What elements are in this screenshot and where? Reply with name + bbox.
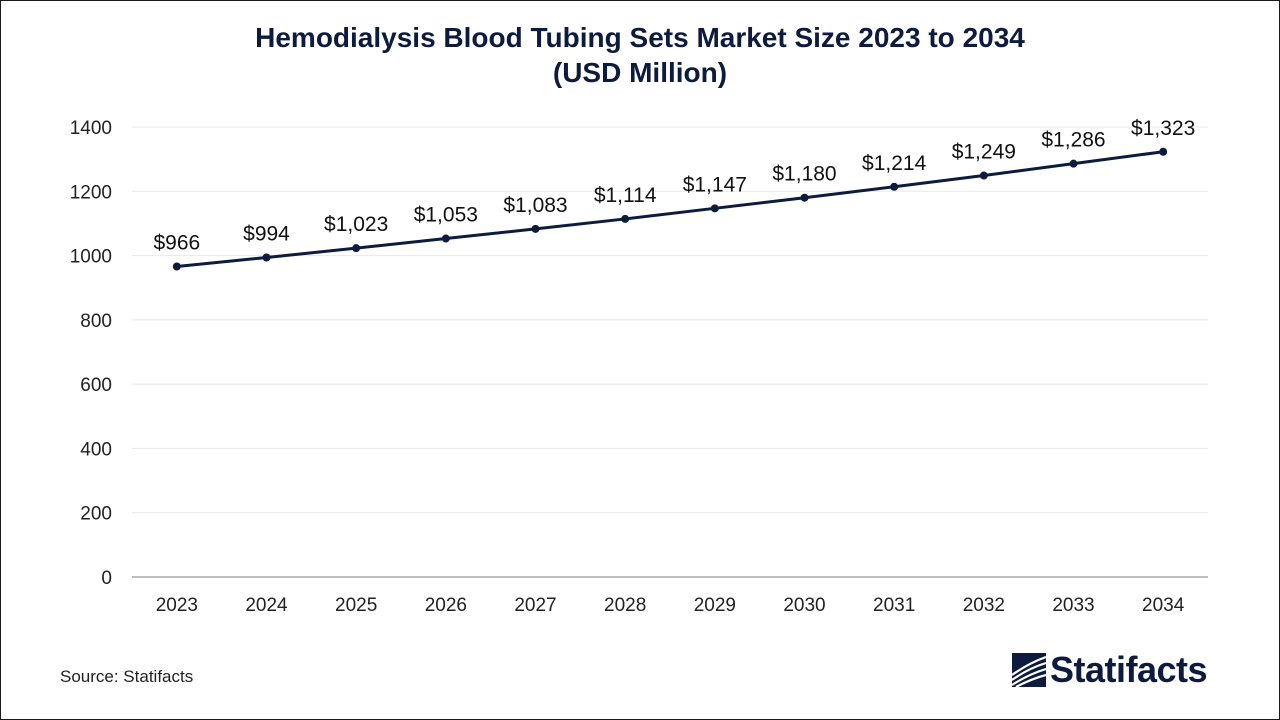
data-label: $1,214 bbox=[862, 152, 927, 175]
x-tick-label: 2030 bbox=[783, 595, 825, 616]
y-tick-label: 400 bbox=[80, 439, 112, 460]
grid-layer bbox=[132, 126, 1208, 578]
data-label: $1,147 bbox=[683, 173, 747, 196]
data-point bbox=[710, 204, 719, 213]
source-note: Source: Statifacts bbox=[60, 667, 194, 686]
x-tick-label: 2027 bbox=[514, 595, 556, 616]
x-tick-label: 2031 bbox=[873, 595, 915, 616]
series-line bbox=[175, 150, 1165, 268]
data-label: $1,114 bbox=[594, 184, 657, 207]
data-point bbox=[352, 244, 361, 253]
data-label: $1,023 bbox=[324, 213, 388, 236]
y-tick-label: 1200 bbox=[70, 182, 112, 203]
statifacts-logo-icon bbox=[1012, 653, 1046, 687]
series-line-layer bbox=[175, 150, 1165, 268]
data-point bbox=[441, 234, 450, 243]
x-tick-label: 2033 bbox=[1052, 595, 1094, 616]
data-label: $994 bbox=[243, 223, 290, 246]
x-tick-label: 2028 bbox=[604, 595, 646, 616]
y-tick-label: 800 bbox=[80, 311, 112, 332]
y-tick-label: 0 bbox=[101, 568, 112, 589]
x-axis-ticks: 2023 2024 2025 2026 2027 2028 2029 2030 2031 2032… bbox=[156, 595, 1185, 616]
data-points bbox=[172, 147, 1168, 271]
data-point bbox=[1069, 159, 1078, 168]
y-tick-label: 600 bbox=[80, 375, 112, 396]
data-point bbox=[531, 224, 540, 233]
x-tick-label: 2025 bbox=[335, 595, 377, 616]
y-tick-label: 1000 bbox=[70, 247, 112, 268]
data-label: $1,053 bbox=[414, 204, 478, 227]
brand-logo: Statifacts bbox=[1012, 648, 1208, 692]
data-label: $1,180 bbox=[772, 163, 836, 186]
x-tick-label: 2032 bbox=[963, 595, 1005, 616]
data-labels: $966 $994 $1,023 $1,053 $1,083 $1,114 $1,147 $1… bbox=[153, 117, 1195, 255]
x-tick-label: 2024 bbox=[245, 595, 288, 616]
data-point bbox=[621, 214, 630, 223]
x-tick-label: 2026 bbox=[425, 595, 467, 616]
y-tick-label: 200 bbox=[80, 504, 112, 525]
y-tick-label: 1400 bbox=[70, 118, 112, 139]
data-point bbox=[262, 253, 271, 262]
data-label: $1,323 bbox=[1131, 117, 1195, 140]
data-point bbox=[172, 262, 181, 271]
data-point bbox=[1159, 147, 1168, 156]
x-tick-label: 2029 bbox=[694, 595, 736, 616]
x-tick-label: 2034 bbox=[1142, 595, 1185, 616]
brand-name: Statifacts bbox=[1050, 649, 1208, 690]
data-point bbox=[890, 182, 899, 191]
data-label: $1,249 bbox=[952, 141, 1016, 164]
data-label: $1,286 bbox=[1041, 129, 1105, 152]
chart-title-line-1: Hemodialysis Blood Tubing Sets Market Si… bbox=[255, 22, 1025, 53]
chart-title-line-2: (USD Million) bbox=[552, 57, 728, 88]
data-point bbox=[800, 193, 809, 202]
y-axis-ticks: 0 200 400 600 800 1000 1200 1400 bbox=[70, 118, 112, 589]
x-tick-label: 2023 bbox=[156, 595, 198, 616]
data-label: $966 bbox=[153, 232, 200, 255]
data-point bbox=[979, 171, 988, 180]
data-label: $1,083 bbox=[503, 194, 567, 217]
chart-title: Hemodialysis Blood Tubing Sets Market Si… bbox=[0, 20, 1280, 90]
